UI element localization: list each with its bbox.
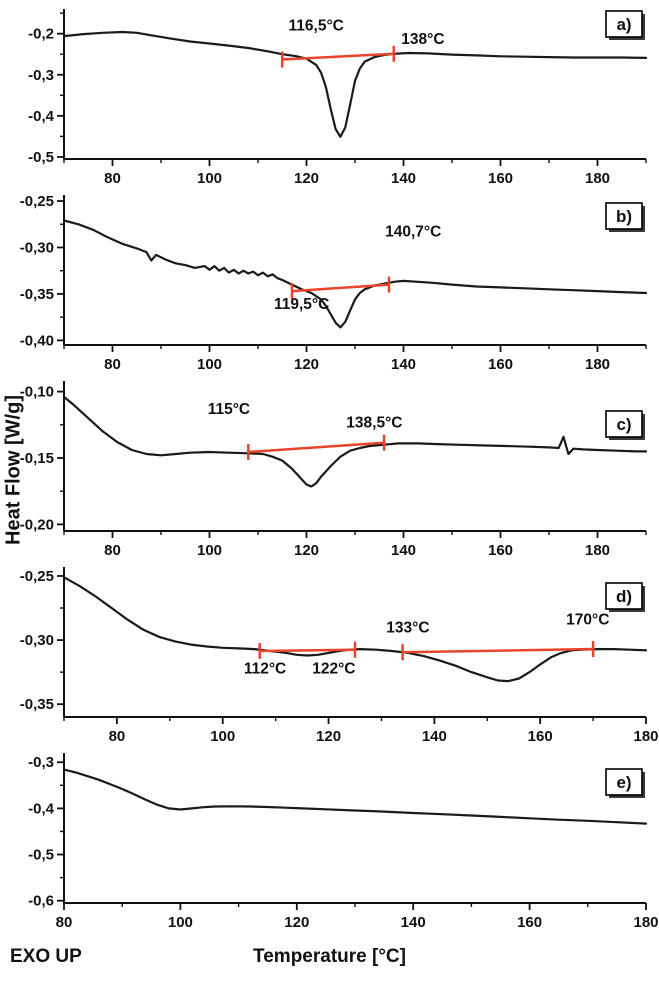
panel-label: e): [616, 773, 631, 792]
x-tick-label: 100: [197, 170, 222, 187]
x-tick-label: 120: [294, 170, 319, 187]
x-tick-label: 160: [517, 914, 542, 931]
y-tick-label: -0,6: [28, 893, 54, 910]
y-tick-label: -0,3: [28, 67, 54, 84]
x-tick-label: 80: [104, 356, 121, 373]
x-tick-label: 180: [585, 542, 610, 559]
y-tick-label: -0,5: [28, 847, 54, 864]
panel-e-chart: 80 100 120 140 160 180 -0,3 -0,4 -0,5 -0,6 e): [28, 753, 659, 931]
temperature-annotation: 115°C: [208, 401, 250, 418]
peak-baseline: [259, 648, 356, 653]
x-tick-label: 140: [422, 728, 447, 745]
x-tick-label: 100: [168, 914, 193, 931]
y-tick-label: -0,30: [20, 632, 54, 649]
dsc-curve: [62, 576, 648, 683]
panel-d-chart: 80 100 120 140 160 180 -0,25 -0,30 -0,35 112°C 122…: [20, 567, 659, 745]
x-tick-label: 160: [488, 356, 513, 373]
y-tick-label: -0,4: [28, 800, 55, 817]
temperature-annotation: 138°C: [401, 31, 444, 48]
x-tick-label: 180: [585, 356, 610, 373]
temperature-annotation: 119,5°C: [274, 296, 329, 313]
y-tick-label: -0,3: [28, 754, 54, 771]
x-tick-label: 100: [197, 356, 222, 373]
panel-label: d): [616, 587, 632, 606]
panel-label-box: [605, 768, 643, 796]
panels-stack: 80 100 120 140 160 180 -0,2 -0,3 -0,4 -0,5 116,5°C…: [0, 4, 659, 934]
x-tick-label: 80: [109, 728, 126, 745]
x-tick-label: 120: [316, 728, 341, 745]
temperature-annotation: 116,5°C: [289, 17, 344, 34]
temperature-annotation: 138,5°C: [346, 414, 402, 431]
y-tick-label: -0,30: [20, 239, 54, 256]
panel-label: c): [616, 415, 631, 434]
x-tick-label: 120: [294, 542, 319, 559]
y-tick-label: -0,5: [28, 149, 54, 166]
x-tick-label: 140: [391, 356, 416, 373]
dsc-curve: [62, 768, 648, 825]
peak-baseline: [291, 283, 390, 293]
x-tick-label: 180: [633, 728, 658, 745]
panel-label: a): [616, 15, 631, 34]
peak-baseline: [248, 441, 385, 454]
panel-a-chart: 80 100 120 140 160 180 -0,2 -0,3 -0,4 -0,5 116,5°C…: [28, 9, 648, 187]
panel-label-box: [605, 582, 643, 610]
x-tick-label: 160: [488, 542, 513, 559]
temperature-annotation: 133°C: [386, 619, 429, 636]
y-tick-label: -0,35: [20, 286, 54, 303]
peak-baseline: [282, 52, 394, 61]
figure-footer: EXO UP Temperature [°C]: [0, 946, 659, 976]
x-axis-title: Temperature [°C]: [253, 946, 406, 967]
x-tick-label: 140: [391, 170, 416, 187]
y-tick-label: -0,25: [20, 568, 54, 585]
temperature-annotation: 140,7°C: [385, 223, 441, 240]
x-tick-label: 80: [104, 170, 121, 187]
temperature-annotation: 112°C: [244, 660, 286, 677]
x-tick-label: 140: [391, 542, 416, 559]
dsc-curve: [62, 219, 648, 329]
x-tick-label: 160: [488, 170, 513, 187]
y-tick-label: -0,20: [20, 516, 54, 533]
panel-label-box: [605, 202, 643, 230]
temperature-annotation: 170°C: [566, 612, 609, 629]
panel-b-chart: 80 100 120 140 160 180 -0,25 -0,30 -0,35 -0,40 140…: [20, 193, 648, 373]
x-tick-label: 180: [585, 170, 610, 187]
y-tick-label: -0,10: [20, 384, 54, 401]
temperature-annotation: 122°C: [312, 660, 355, 677]
x-tick-label: 180: [633, 914, 658, 931]
x-tick-label: 100: [197, 542, 222, 559]
x-tick-label: 160: [528, 728, 553, 745]
exo-up-label: EXO UP: [10, 946, 82, 967]
y-tick-label: -0,2: [28, 26, 54, 43]
y-tick-label: -0,25: [20, 193, 54, 210]
y-tick-label: -0,15: [20, 450, 54, 467]
panel-label: b): [616, 207, 632, 226]
x-tick-label: 100: [210, 728, 235, 745]
x-tick-label: 80: [56, 914, 73, 931]
y-tick-label: -0,35: [20, 696, 54, 713]
dsc-curve: [62, 30, 648, 138]
y-tick-label: -0,4: [28, 108, 55, 125]
panel-label-box: [605, 410, 643, 438]
dsc-curve: [62, 395, 648, 488]
x-tick-label: 120: [284, 914, 309, 931]
panel-label-box: [605, 10, 643, 38]
panel-c-chart: 80 100 120 140 160 180 -0,10 -0,15 -0,20 115°C 138…: [20, 381, 648, 559]
x-tick-label: 120: [294, 356, 319, 373]
y-tick-label: -0,40: [20, 332, 54, 349]
peak-baseline: [402, 647, 594, 654]
x-tick-label: 80: [104, 542, 121, 559]
x-tick-label: 140: [401, 914, 426, 931]
